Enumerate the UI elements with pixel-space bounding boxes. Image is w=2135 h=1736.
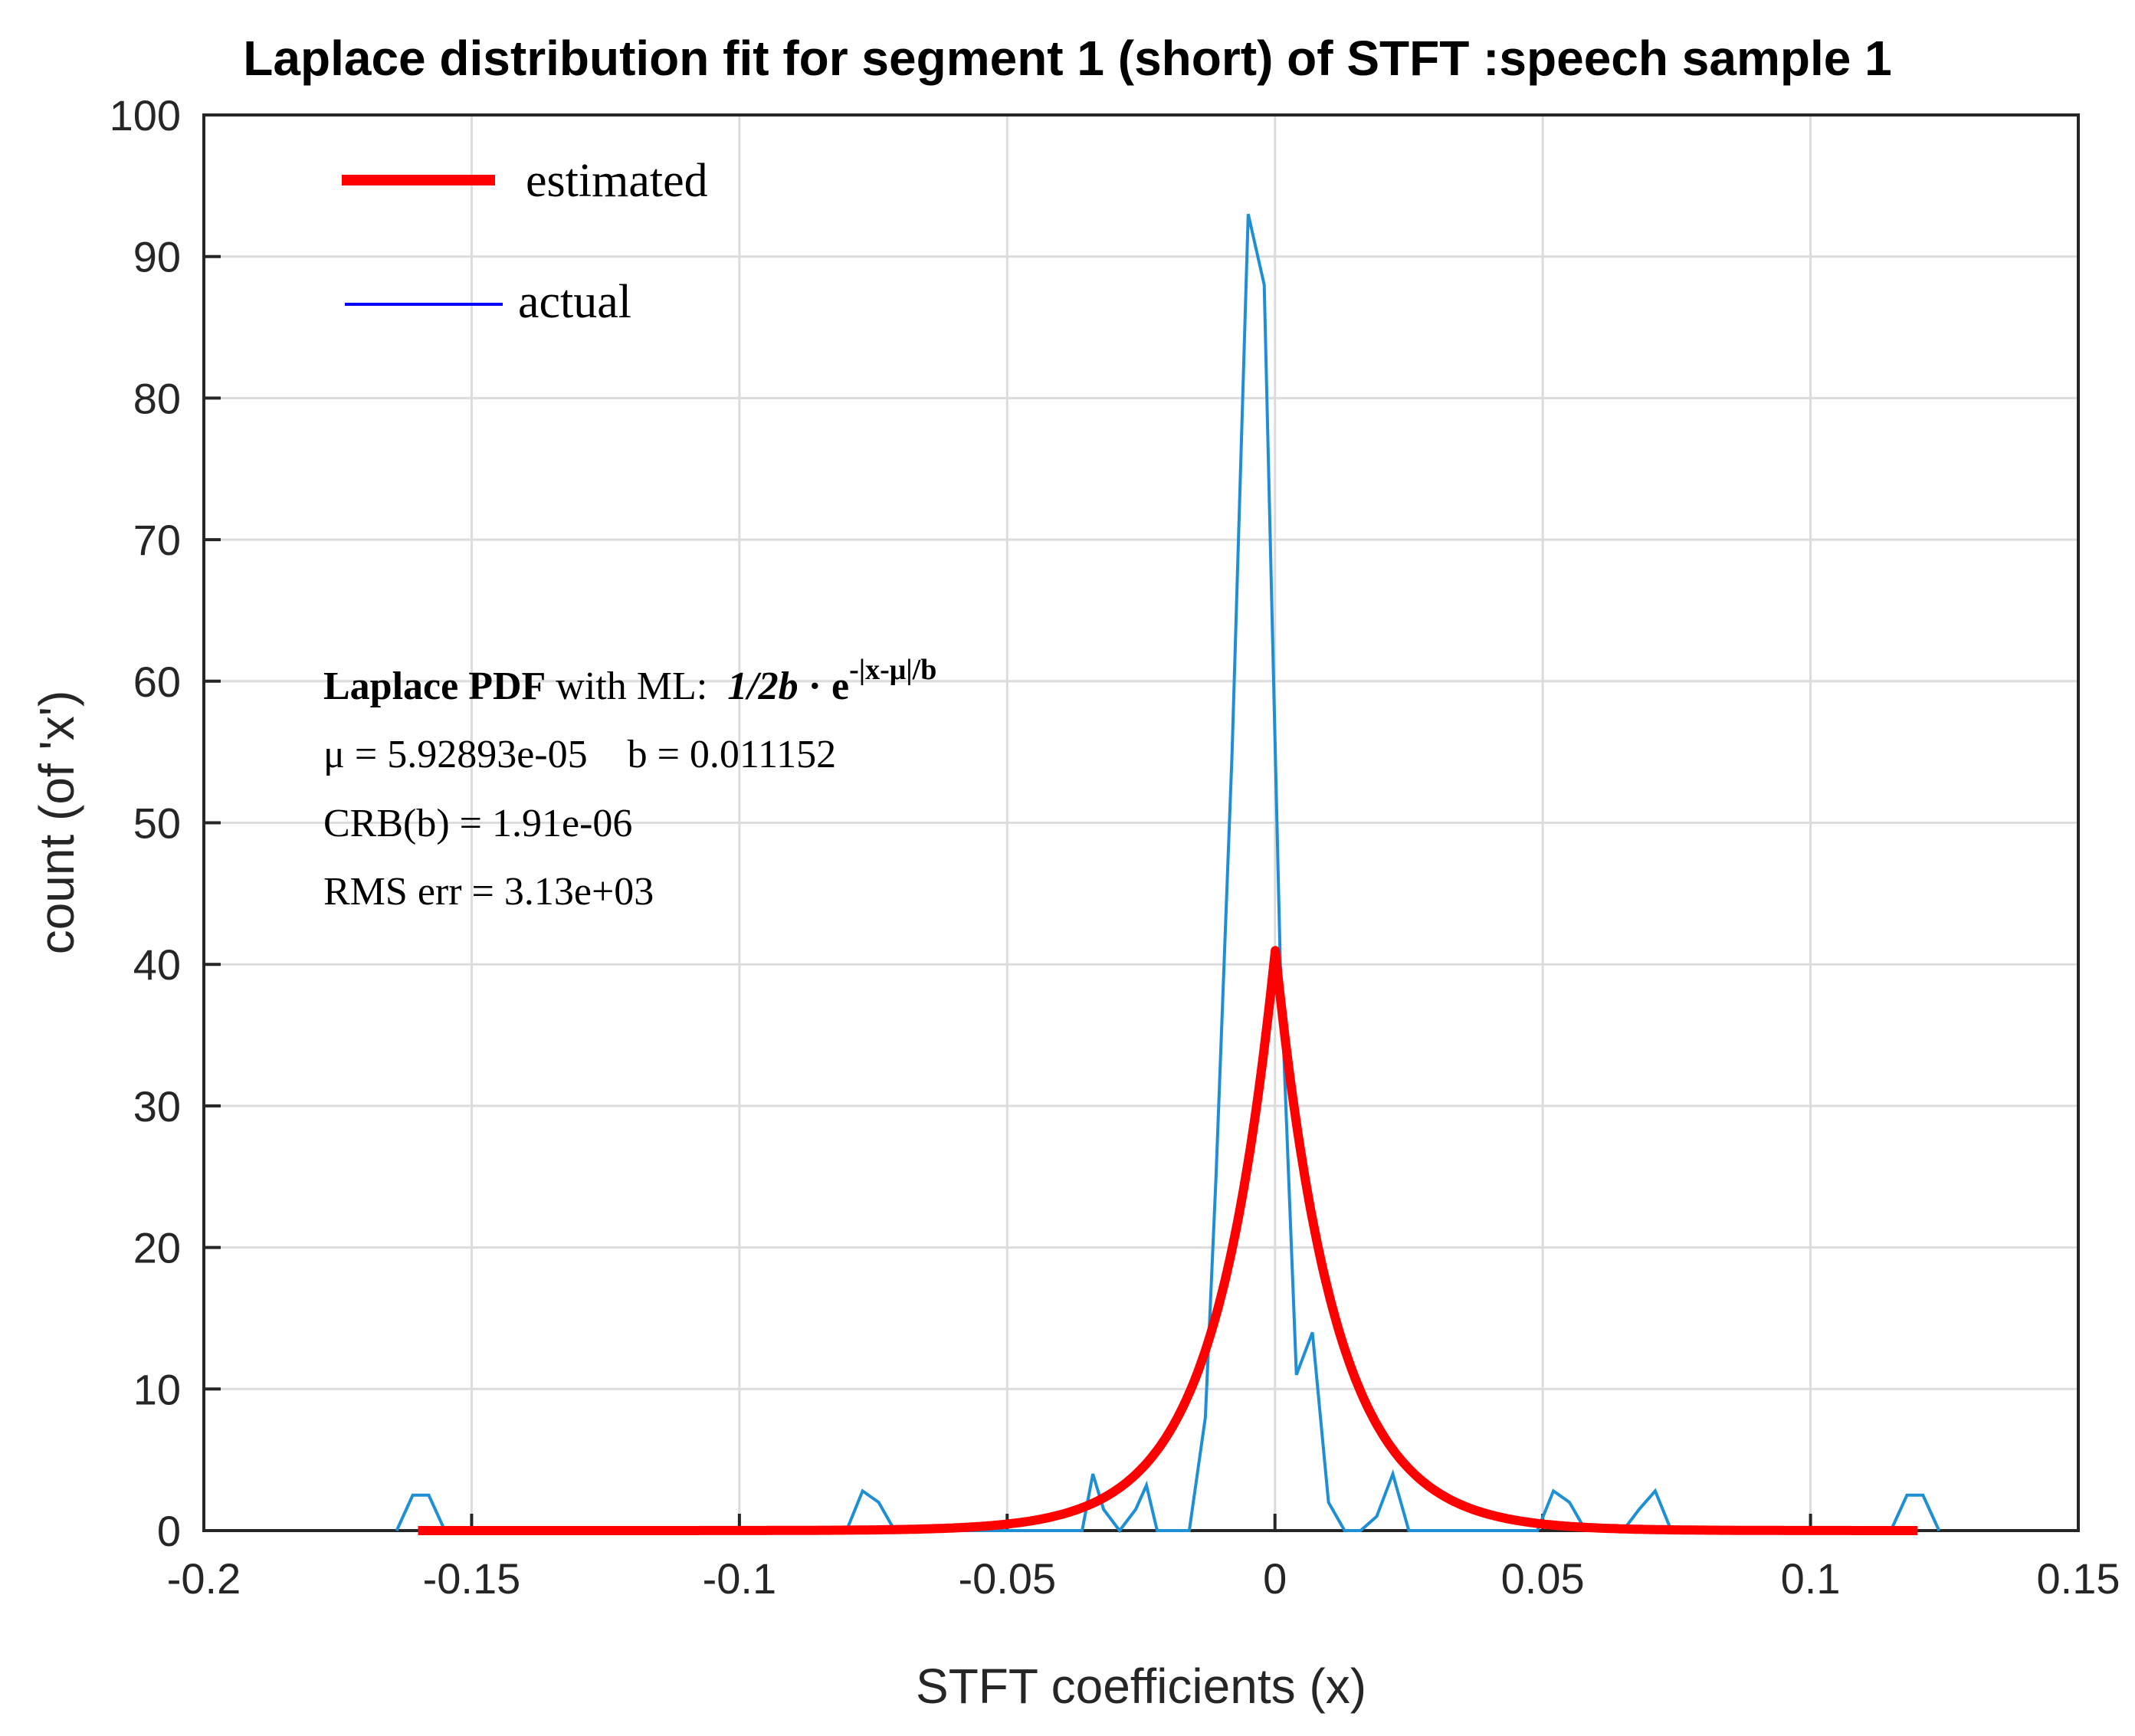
grid <box>204 115 2078 1531</box>
formula-dot: · e <box>799 665 849 708</box>
y-tick-label: 100 <box>110 91 181 139</box>
formula-line: Laplace PDF with ML: 1/2b · e-|x-μ|/b <box>323 654 936 708</box>
formula-mid: with ML: <box>546 665 727 708</box>
estimated-series-line <box>415 946 1920 1535</box>
y-axis: 0 10 20 30 40 50 60 70 80 90 100 <box>110 91 221 1555</box>
y-tick-label: 30 <box>133 1082 181 1131</box>
y-tick-label: 20 <box>133 1224 181 1272</box>
y-tick-label: 10 <box>133 1365 181 1413</box>
formula-exponent: -|x-μ|/b <box>849 654 936 686</box>
fit-annotation: Laplace PDF with ML: 1/2b · e-|x-μ|/b μ … <box>323 654 936 914</box>
x-tick-label: 0.15 <box>2037 1554 2120 1603</box>
x-tick-label: -0.15 <box>423 1554 521 1603</box>
x-tick-label: -0.2 <box>167 1554 241 1603</box>
crb-line: CRB(b) = 1.91e-06 <box>323 802 632 845</box>
x-axis-label: STFT coefficients (x) <box>916 1659 1366 1714</box>
mu-b-line: μ = 5.92893e-05 b = 0.011152 <box>323 733 836 776</box>
formula-bold: Laplace PDF <box>323 665 546 708</box>
y-tick-label: 80 <box>133 374 181 422</box>
y-tick-label: 0 <box>157 1507 181 1555</box>
y-tick-label: 90 <box>133 233 181 281</box>
x-axis: -0.2 -0.15 -0.1 -0.05 0 0.05 0.1 0.15 <box>167 1514 2120 1603</box>
rms-line: RMS err = 3.13e+03 <box>323 870 654 914</box>
x-tick-label: -0.05 <box>958 1554 1056 1603</box>
y-tick-label: 50 <box>133 799 181 848</box>
formula-expr: 1/2b <box>727 665 798 708</box>
y-tick-label: 40 <box>133 940 181 989</box>
chart-title: Laplace distribution fit for segment 1 (… <box>243 31 1891 86</box>
x-tick-label: 0.1 <box>1781 1554 1841 1603</box>
legend: estimated actual <box>342 155 708 328</box>
x-tick-label: 0.05 <box>1501 1554 1585 1603</box>
legend-label-estimated: estimated <box>526 155 708 207</box>
x-tick-label: -0.1 <box>703 1554 777 1603</box>
y-tick-label: 60 <box>133 658 181 706</box>
y-tick-label: 70 <box>133 516 181 564</box>
y-axis-label: count (of 'x') <box>29 691 84 955</box>
legend-label-actual: actual <box>518 276 631 328</box>
x-tick-label: 0 <box>1263 1554 1287 1603</box>
